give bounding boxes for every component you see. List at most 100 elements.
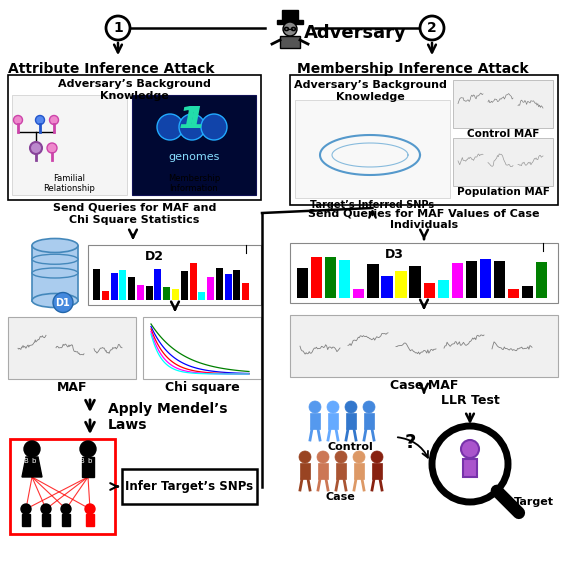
Bar [154,269,162,300]
Circle shape [299,451,311,463]
Circle shape [345,401,357,413]
Bar [480,259,491,298]
Bar [453,80,553,128]
Polygon shape [22,457,42,477]
Bar [181,272,188,300]
Circle shape [106,16,130,40]
Bar [22,514,30,526]
Text: Membership Inference Attack: Membership Inference Attack [297,62,529,76]
Text: Send Queries for MAF and
Chi Square Statistics: Send Queries for MAF and Chi Square Stat… [53,203,216,225]
Text: D2: D2 [145,250,164,263]
Ellipse shape [32,294,78,308]
Bar [82,457,94,477]
Bar [367,265,379,298]
Circle shape [371,451,383,463]
Bar [163,287,170,300]
Bar [354,463,364,479]
Bar [522,286,533,298]
Bar [381,276,393,298]
Circle shape [36,116,45,124]
Bar [8,317,136,379]
Bar [346,413,356,429]
Bar [233,270,241,300]
Bar [339,260,350,298]
Bar [42,514,50,526]
Text: Attribute Inference Attack: Attribute Inference Attack [8,62,215,76]
Bar [277,20,303,24]
Bar [290,75,558,205]
Bar [8,75,261,200]
Bar [410,266,421,298]
Bar [364,413,374,429]
Bar [93,269,100,300]
Bar [453,138,553,186]
Bar [451,263,463,298]
Text: 1: 1 [179,106,199,134]
Text: 1: 1 [113,21,123,35]
Text: MAF: MAF [56,381,87,394]
Bar [225,274,232,300]
Text: Membership
Information: Membership Information [168,173,220,193]
Bar [437,280,449,298]
Bar [216,267,223,300]
Circle shape [30,142,42,154]
Bar [132,95,256,195]
Bar [10,439,115,534]
Bar [189,263,197,300]
Circle shape [283,22,297,36]
Circle shape [53,293,73,312]
Text: B: B [80,458,84,464]
Ellipse shape [32,268,78,278]
Bar [396,271,407,298]
Circle shape [80,441,96,457]
Circle shape [363,401,375,413]
Bar [280,36,300,48]
Bar [122,469,257,504]
Circle shape [47,143,57,153]
Text: Adversary: Adversary [304,24,407,42]
Circle shape [21,504,31,514]
Bar [198,292,205,300]
Text: Chi square: Chi square [164,381,240,394]
Circle shape [157,114,183,140]
Text: Send Queries for MAF Values of Case
Individuals: Send Queries for MAF Values of Case Indi… [308,208,540,230]
Circle shape [14,116,23,124]
Circle shape [353,451,365,463]
Bar [207,277,214,300]
Bar [295,100,450,198]
Text: Control: Control [327,442,373,452]
Bar [119,270,127,300]
Text: 1: 1 [184,106,205,134]
Bar [290,243,558,303]
Bar [300,463,310,479]
Bar [143,317,261,379]
Circle shape [50,116,59,124]
Bar [86,514,94,526]
Text: b: b [88,458,92,464]
Bar [297,268,308,298]
Circle shape [420,16,444,40]
Text: Control MAF: Control MAF [467,129,539,139]
Text: Familial
Relationship: Familial Relationship [44,173,95,193]
Text: D1: D1 [55,297,71,308]
Bar [290,315,558,377]
Circle shape [24,441,40,457]
Text: B: B [24,458,28,464]
Bar [536,262,547,298]
Bar [318,463,328,479]
Circle shape [432,426,508,502]
Text: Case: Case [325,492,355,502]
Bar [128,277,135,300]
Bar [32,245,78,301]
Circle shape [41,504,51,514]
Bar [12,95,127,195]
Text: b: b [32,458,36,464]
Text: Target: Target [514,497,554,507]
Circle shape [201,114,227,140]
Text: LLR Test: LLR Test [441,394,499,407]
Bar [102,291,109,300]
Bar [310,413,320,429]
Bar [508,288,519,298]
Circle shape [61,504,71,514]
Bar [353,288,364,298]
